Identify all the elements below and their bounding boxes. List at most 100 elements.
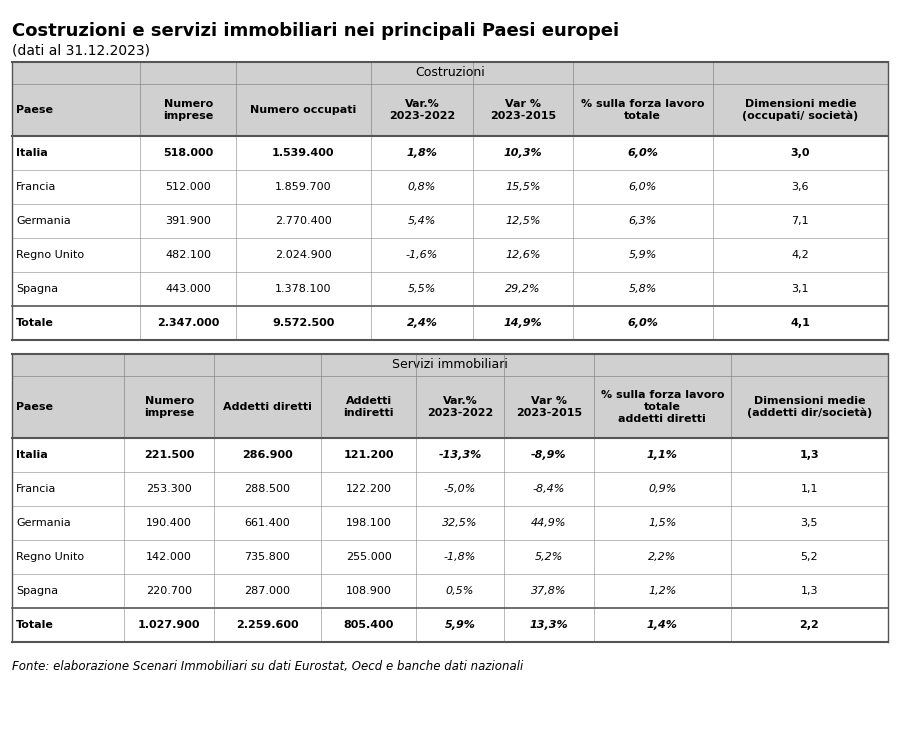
Text: 10,3%: 10,3% <box>504 148 543 158</box>
Text: 253.300: 253.300 <box>147 484 192 494</box>
Text: 5,9%: 5,9% <box>628 250 657 260</box>
Text: 512.000: 512.000 <box>166 182 212 192</box>
Text: 220.700: 220.700 <box>146 586 193 596</box>
Text: 9.572.500: 9.572.500 <box>272 318 335 328</box>
Text: 2.259.600: 2.259.600 <box>236 620 299 630</box>
Text: 3,1: 3,1 <box>792 284 809 294</box>
Text: Regno Unito: Regno Unito <box>16 552 84 562</box>
Bar <box>12 354 888 438</box>
Text: Germania: Germania <box>16 216 71 226</box>
Text: 7,1: 7,1 <box>792 216 809 226</box>
Text: Germania: Germania <box>16 518 71 528</box>
Text: -13,3%: -13,3% <box>438 450 482 460</box>
Text: 190.400: 190.400 <box>147 518 193 528</box>
Text: 1.859.700: 1.859.700 <box>275 182 332 192</box>
Text: Dimensioni medie
(addetti dir/società): Dimensioni medie (addetti dir/società) <box>747 396 872 418</box>
Text: -8,4%: -8,4% <box>533 484 565 494</box>
Text: 14,9%: 14,9% <box>504 318 543 328</box>
Text: 5,5%: 5,5% <box>408 284 436 294</box>
Text: 805.400: 805.400 <box>344 620 394 630</box>
Text: 661.400: 661.400 <box>245 518 291 528</box>
Text: -1,8%: -1,8% <box>444 552 476 562</box>
Text: 3,5: 3,5 <box>801 518 818 528</box>
Bar <box>12 438 888 642</box>
Text: 1,5%: 1,5% <box>648 518 677 528</box>
Text: 1.027.900: 1.027.900 <box>138 620 201 630</box>
Text: 29,2%: 29,2% <box>505 284 541 294</box>
Text: 2,4%: 2,4% <box>407 318 437 328</box>
Text: 4,2: 4,2 <box>791 250 809 260</box>
Text: 1,3: 1,3 <box>799 450 819 460</box>
Text: 121.200: 121.200 <box>343 450 394 460</box>
Text: 5,2: 5,2 <box>801 552 818 562</box>
Text: 2,2: 2,2 <box>799 620 819 630</box>
Text: Paese: Paese <box>16 105 53 115</box>
Text: 1,8%: 1,8% <box>407 148 437 158</box>
Text: Francia: Francia <box>16 484 57 494</box>
Text: 44,9%: 44,9% <box>531 518 567 528</box>
Text: 518.000: 518.000 <box>163 148 213 158</box>
Text: 1,3: 1,3 <box>801 586 818 596</box>
Text: Numero
imprese: Numero imprese <box>144 396 194 418</box>
Text: Numero
imprese: Numero imprese <box>163 100 213 121</box>
Text: Italia: Italia <box>16 450 48 460</box>
Text: Addetti diretti: Addetti diretti <box>223 402 312 412</box>
Text: 2.770.400: 2.770.400 <box>275 216 332 226</box>
Text: 286.900: 286.900 <box>242 450 292 460</box>
Text: Costruzioni: Costruzioni <box>415 67 485 80</box>
Text: 12,6%: 12,6% <box>505 250 541 260</box>
Text: Spagna: Spagna <box>16 586 58 596</box>
Text: 6,0%: 6,0% <box>628 182 657 192</box>
Text: Var.%
2023-2022: Var.% 2023-2022 <box>427 396 493 418</box>
Text: 2,2%: 2,2% <box>648 552 677 562</box>
Text: 2.024.900: 2.024.900 <box>275 250 332 260</box>
Text: -5,0%: -5,0% <box>444 484 476 494</box>
Text: 735.800: 735.800 <box>245 552 291 562</box>
Text: 288.500: 288.500 <box>245 484 291 494</box>
Text: 6,0%: 6,0% <box>627 318 658 328</box>
Text: 1,1%: 1,1% <box>647 450 678 460</box>
Bar <box>12 136 888 340</box>
Text: Dimensioni medie
(occupati/ società): Dimensioni medie (occupati/ società) <box>742 99 859 121</box>
Text: 1.378.100: 1.378.100 <box>275 284 332 294</box>
Text: Servizi immobiliari: Servizi immobiliari <box>392 359 508 372</box>
Text: 108.900: 108.900 <box>346 586 392 596</box>
Text: % sulla forza lavoro
totale
addetti diretti: % sulla forza lavoro totale addetti dire… <box>600 390 724 424</box>
Text: 5,8%: 5,8% <box>628 284 657 294</box>
Text: 6,3%: 6,3% <box>628 216 657 226</box>
Text: Var %
2023-2015: Var % 2023-2015 <box>516 396 582 418</box>
Text: (dati al 31.12.2023): (dati al 31.12.2023) <box>12 44 150 58</box>
Text: 13,3%: 13,3% <box>529 620 568 630</box>
Text: Italia: Italia <box>16 148 48 158</box>
Text: 287.000: 287.000 <box>245 586 291 596</box>
Text: 482.100: 482.100 <box>166 250 212 260</box>
Text: 12,5%: 12,5% <box>505 216 541 226</box>
Text: Spagna: Spagna <box>16 284 58 294</box>
Text: 0,9%: 0,9% <box>648 484 677 494</box>
Text: 6,0%: 6,0% <box>627 148 658 158</box>
Text: Costruzioni e servizi immobiliari nei principali Paesi europei: Costruzioni e servizi immobiliari nei pr… <box>12 22 619 40</box>
Text: 255.000: 255.000 <box>346 552 392 562</box>
Text: 198.100: 198.100 <box>346 518 392 528</box>
Text: 443.000: 443.000 <box>166 284 212 294</box>
Bar <box>12 62 888 136</box>
Text: 122.200: 122.200 <box>346 484 392 494</box>
Text: -8,9%: -8,9% <box>531 450 567 460</box>
Text: 37,8%: 37,8% <box>531 586 567 596</box>
Text: -1,6%: -1,6% <box>406 250 438 260</box>
Text: 0,5%: 0,5% <box>446 586 474 596</box>
Text: Totale: Totale <box>16 620 54 630</box>
Text: 1,1: 1,1 <box>801 484 818 494</box>
Text: Var.%
2023-2022: Var.% 2023-2022 <box>389 100 455 121</box>
Text: 32,5%: 32,5% <box>443 518 478 528</box>
Text: 5,9%: 5,9% <box>445 620 475 630</box>
Text: Var %
2023-2015: Var % 2023-2015 <box>490 100 556 121</box>
Text: 142.000: 142.000 <box>147 552 193 562</box>
Text: 3,0: 3,0 <box>790 148 810 158</box>
Text: 4,1: 4,1 <box>790 318 810 328</box>
Text: Regno Unito: Regno Unito <box>16 250 84 260</box>
Text: Francia: Francia <box>16 182 57 192</box>
Text: 2.347.000: 2.347.000 <box>158 318 220 328</box>
Text: % sulla forza lavoro
totale: % sulla forza lavoro totale <box>581 100 705 121</box>
Text: 1,4%: 1,4% <box>647 620 678 630</box>
